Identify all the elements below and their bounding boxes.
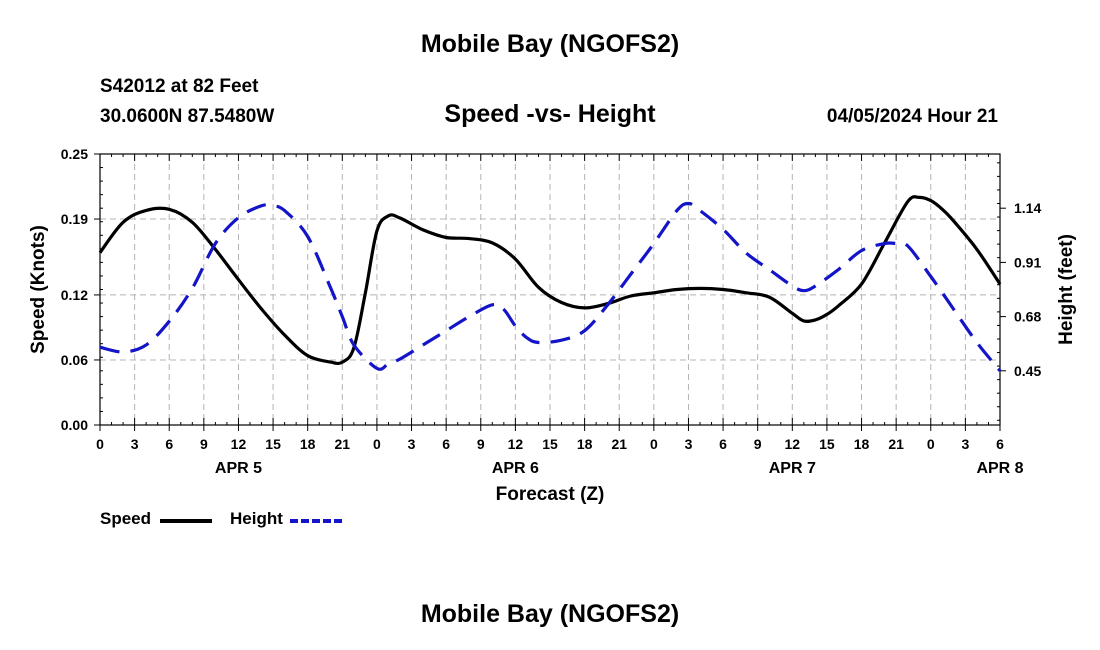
legend-speed-label: Speed xyxy=(100,509,152,528)
x-tick-label: 18 xyxy=(577,436,593,452)
station-label: S42012 at 82 Feet xyxy=(100,76,259,97)
x-tick-label: 0 xyxy=(650,436,658,452)
y-tick-label-right: 0.68 xyxy=(1014,309,1041,325)
y-tick-label-left: 0.12 xyxy=(61,287,88,303)
x-tick-label: 6 xyxy=(996,436,1004,452)
y-tick-label-right: 1.14 xyxy=(1014,200,1041,216)
series-line-height xyxy=(99,201,1002,372)
x-tick-label: 3 xyxy=(685,436,693,452)
forecast-timestamp: 04/05/2024 Hour 21 xyxy=(826,106,998,127)
day-label: APR 6 xyxy=(492,460,539,477)
vertical-grid xyxy=(134,154,966,425)
y-tick-label-left: 0.00 xyxy=(61,417,88,433)
x-tick-label: 6 xyxy=(719,436,727,452)
x-tick-label: 12 xyxy=(508,436,524,452)
x-axis-title: Forecast (Z) xyxy=(496,484,605,505)
x-tick-label: 21 xyxy=(335,436,351,452)
x-tick-label: 15 xyxy=(265,436,281,452)
x-tick-label: 12 xyxy=(785,436,801,452)
x-tick-label: 12 xyxy=(231,436,247,452)
x-tick-label: 3 xyxy=(408,436,416,452)
series-line-speed xyxy=(98,195,1002,366)
x-tick-label: 15 xyxy=(819,436,835,452)
legend-height-label: Height xyxy=(230,509,283,528)
legend-speed-swatch xyxy=(160,519,212,523)
x-tick-label: 18 xyxy=(854,436,870,452)
x-tick-label: 0 xyxy=(96,436,104,452)
day-label: APR 5 xyxy=(215,460,262,477)
x-tick-label: 9 xyxy=(477,436,485,452)
day-label: APR 8 xyxy=(976,460,1023,477)
x-tick-label: 21 xyxy=(611,436,627,452)
y-tick-label-right: 0.91 xyxy=(1014,254,1041,270)
y-tick-label-right: 0.45 xyxy=(1014,363,1041,379)
x-tick-label: 9 xyxy=(200,436,208,452)
x-tick-label: 9 xyxy=(754,436,762,452)
x-tick-label: 18 xyxy=(300,436,316,452)
chart-subtitle: Speed -vs- Height xyxy=(444,100,656,128)
day-label: APR 7 xyxy=(769,460,816,477)
y-tick-label-left: 0.19 xyxy=(61,211,88,227)
y-tick-label-left: 0.25 xyxy=(61,146,88,162)
footer-title: Mobile Bay (NGOFS2) xyxy=(420,600,680,628)
x-tick-label: 6 xyxy=(165,436,173,452)
coordinates-label: 30.0600N 87.5480W xyxy=(100,106,275,127)
y-axis-title-left: Speed (Knots) xyxy=(28,225,49,354)
x-tick-label: 0 xyxy=(373,436,381,452)
x-tick-label: 3 xyxy=(961,436,969,452)
x-tick-label: 21 xyxy=(888,436,904,452)
x-tick-label: 15 xyxy=(542,436,558,452)
x-tick-label: 0 xyxy=(927,436,935,452)
legend-height-swatch xyxy=(290,519,342,523)
chart-title: Mobile Bay (NGOFS2) xyxy=(420,30,680,58)
y-tick-label-left: 0.06 xyxy=(61,352,88,368)
minor-ticks xyxy=(99,153,1001,426)
x-tick-label: 3 xyxy=(131,436,139,452)
x-tick-label: 6 xyxy=(442,436,450,452)
y-axis-title-right: Height (feet) xyxy=(1056,234,1077,345)
